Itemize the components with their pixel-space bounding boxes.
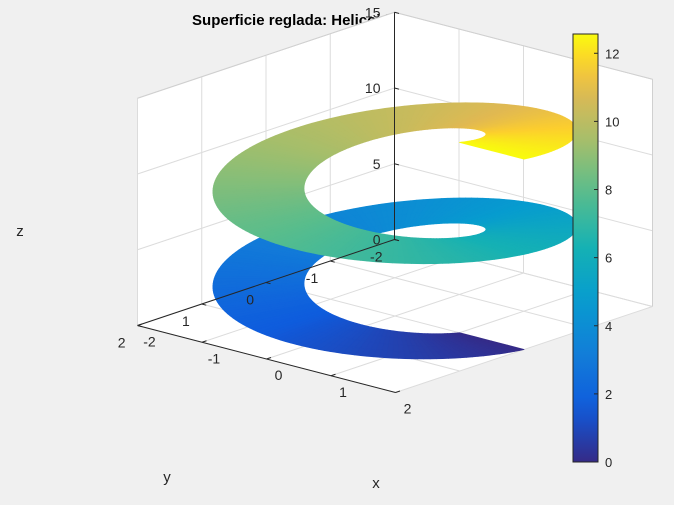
y-tick-label: -1 [306,270,319,286]
colorbar-tick-label: 4 [605,319,612,334]
y-tick-mark [330,260,335,263]
box-edge-top-back-y [394,11,653,80]
colorbar-gradient [572,33,599,463]
surface-patch [396,214,403,223]
surface-patch [392,337,399,346]
colorbar-tick-label: 6 [605,251,612,266]
surface-patch [396,112,404,121]
surface-patch [397,351,406,359]
surface-patch [397,249,405,258]
y-tick-label: 1 [182,313,190,329]
grid-line-y-floor [330,260,589,329]
surface-patch [397,105,405,115]
surface-patch [391,255,399,264]
surface-patch [392,242,399,251]
z-axis-label: z [16,223,24,240]
colorbar-tick-label: 10 [605,114,619,129]
surface-patch [242,224,266,232]
y-tick-label: -2 [370,249,383,265]
y-tick-mark [137,325,143,328]
z-tick-mark [394,239,400,242]
z-tick-label: 15 [365,4,381,20]
z-tick-mark [394,163,400,166]
x-tick-label: 0 [275,367,283,383]
x-tick-mark [201,340,207,343]
surface-patch [397,255,406,264]
z-tick-label: 5 [373,156,381,172]
z-tick-mark [394,87,400,90]
chart-title: Superficie reglada: Helicoide [192,12,398,29]
grid-line-z-back-y [394,163,653,232]
colorbar-tick-label: 2 [605,387,612,402]
axis-lines [137,11,401,393]
x-axis-label: x [372,475,380,492]
z-tick-label: 0 [373,232,381,248]
y-tick-label: 2 [118,335,126,351]
surface-patch [397,344,405,353]
x-tick-mark [266,357,272,360]
surface-patch [396,119,403,128]
colorbar[interactable]: 0 2 4 6 8 10 12 [572,33,619,470]
grid-line-z-back-x [137,87,395,175]
x-tick-label: 1 [339,384,347,400]
surface-patch [459,141,479,147]
x-tick-mark [330,373,336,377]
colorbar-tick-label: 0 [605,455,612,470]
surface-patch [396,207,404,216]
surface-patch [242,319,266,327]
surface-patch [392,344,399,352]
colorbar-tick-label: 12 [605,46,619,61]
x-tick-mark [395,390,401,393]
z-tick-mark [394,11,400,14]
helicoid-surface[interactable] [212,102,578,360]
y-tick-mark [265,282,271,285]
y-tick-label: 0 [246,292,254,308]
y-tick-mark [201,303,207,306]
tick-labels: -2 -1 0 1 2 -2 -1 0 1 2 0 5 10 15 [118,4,412,416]
surface-patch [391,350,399,359]
box-edge-top-back-x [137,11,395,99]
x-tick-label: 2 [404,401,412,417]
colorbar-tick-label: 8 [605,183,612,198]
surface-patch [397,200,405,210]
x-tick-label: -2 [143,334,156,350]
y-axis-label: y [163,469,171,486]
x-tick-label: -1 [208,350,221,366]
z-tick-label: 10 [365,80,381,96]
surface-patch [392,248,399,257]
